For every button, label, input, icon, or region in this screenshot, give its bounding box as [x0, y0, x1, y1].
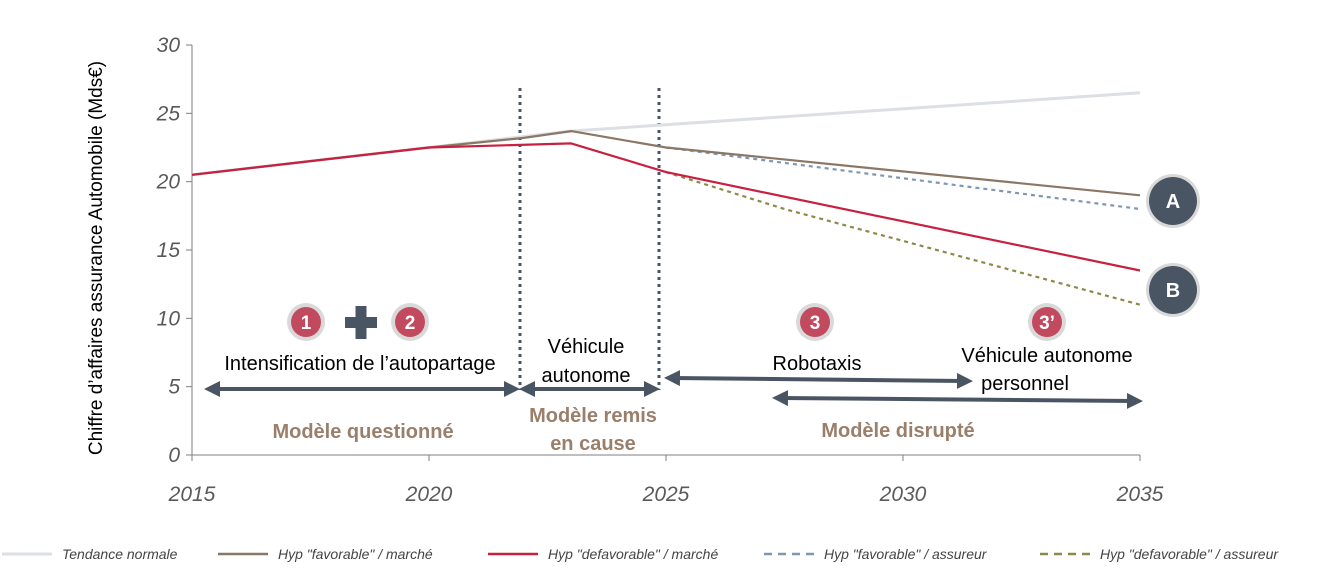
phase3b-label-line2: personnel	[981, 373, 1069, 395]
series-line-2	[191, 142, 1141, 272]
legend-label-4: Hyp "defavorable" / assureur	[1100, 546, 1279, 562]
x-tick-label: 2035	[1116, 483, 1164, 506]
phase2-label-line2: autonome	[542, 365, 631, 387]
robotaxis-arrow	[664, 370, 973, 389]
scenario-a-badge: A	[1146, 174, 1200, 228]
badge-2: 2	[391, 303, 429, 341]
legend-label-1: Hyp "favorable" / marché	[278, 546, 433, 562]
series-line-4	[665, 171, 1141, 306]
legend-label-2: Hyp "defavorable" / marché	[548, 546, 718, 562]
y-ticks: 0 5 10 15 20 25 30	[156, 34, 192, 467]
x-tick-label: 2030	[879, 483, 927, 506]
y-tick-label: 5	[168, 376, 180, 399]
svg-text:3’: 3’	[1039, 313, 1055, 334]
x-tick-label: 2020	[405, 483, 453, 506]
series-line-3	[665, 146, 1141, 211]
svg-text:1: 1	[301, 313, 312, 334]
model2-label-line1: Modèle remis	[529, 405, 657, 427]
y-tick-label: 25	[156, 102, 181, 125]
model2-label-line2: en cause	[550, 433, 636, 455]
plus-icon	[345, 306, 377, 339]
svg-text:B: B	[1166, 280, 1180, 302]
series-line-1	[191, 130, 1141, 197]
legend-label-3: Hyp "favorable" / assureur	[824, 546, 988, 562]
phase2-label-line1: Véhicule	[548, 336, 625, 358]
legend-label-0: Tendance normale	[62, 546, 178, 562]
y-axis-label: Chiffre d’affaires assurance Automobile …	[86, 61, 107, 455]
badge-1: 1	[287, 303, 325, 341]
model1-label: Modèle questionné	[272, 421, 453, 443]
svg-text:A: A	[1166, 191, 1180, 213]
svg-text:2: 2	[405, 313, 416, 334]
phase3b-arrow	[772, 390, 1143, 409]
y-tick-label: 10	[157, 307, 181, 330]
series-layer	[191, 91, 1141, 306]
y-tick-label: 15	[157, 239, 181, 262]
x-ticks: 2015 2020 2025 2030 2035	[168, 455, 1164, 506]
phase3b-label-line1: Véhicule autonome	[961, 345, 1132, 367]
model3-label: Modèle disrupté	[821, 420, 974, 442]
phase1-label: Intensification de l’autopartage	[224, 353, 495, 375]
x-tick-label: 2015	[168, 483, 216, 506]
legend: Tendance normale Hyp "favorable" / march…	[2, 546, 1279, 562]
x-tick-label: 2025	[642, 483, 690, 506]
badge-3b: 3’	[1028, 303, 1066, 341]
y-tick-label: 20	[156, 171, 181, 194]
y-tick-label: 0	[168, 444, 180, 467]
badge-3: 3	[796, 303, 834, 341]
series-line-0	[191, 91, 1141, 177]
scenario-b-badge: B	[1146, 263, 1200, 317]
y-tick-label: 30	[157, 34, 181, 57]
svg-text:3: 3	[810, 313, 821, 334]
robotaxis-label: Robotaxis	[773, 353, 862, 375]
